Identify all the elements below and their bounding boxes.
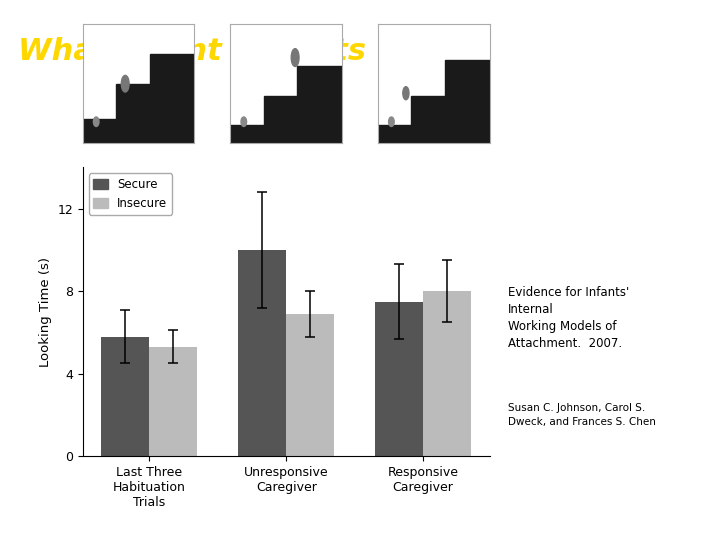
Bar [238,250,287,456]
Polygon shape [230,66,342,143]
Ellipse shape [389,117,394,126]
Polygon shape [83,54,194,143]
Text: Susan C. Johnson, Carol S.
Dweck, and Frances S. Chen: Susan C. Johnson, Carol S. Dweck, and Fr… [508,403,655,427]
Y-axis label: Looking Time (s): Looking Time (s) [39,257,52,367]
Ellipse shape [241,117,246,126]
Ellipse shape [291,49,299,66]
Ellipse shape [94,117,99,126]
Polygon shape [378,60,490,143]
Text: Evidence for Infants'
Internal
Working Models of
Attachment.  2007.: Evidence for Infants' Internal Working M… [508,286,629,350]
Bar [287,314,334,456]
Bar [375,301,423,456]
Bar [423,291,471,456]
Text: What infant expects: What infant expects [18,37,366,66]
Bar [102,336,149,456]
Ellipse shape [121,76,129,92]
Bar [149,347,197,456]
Ellipse shape [402,87,409,100]
Legend: Secure, Insecure: Secure, Insecure [89,173,172,214]
